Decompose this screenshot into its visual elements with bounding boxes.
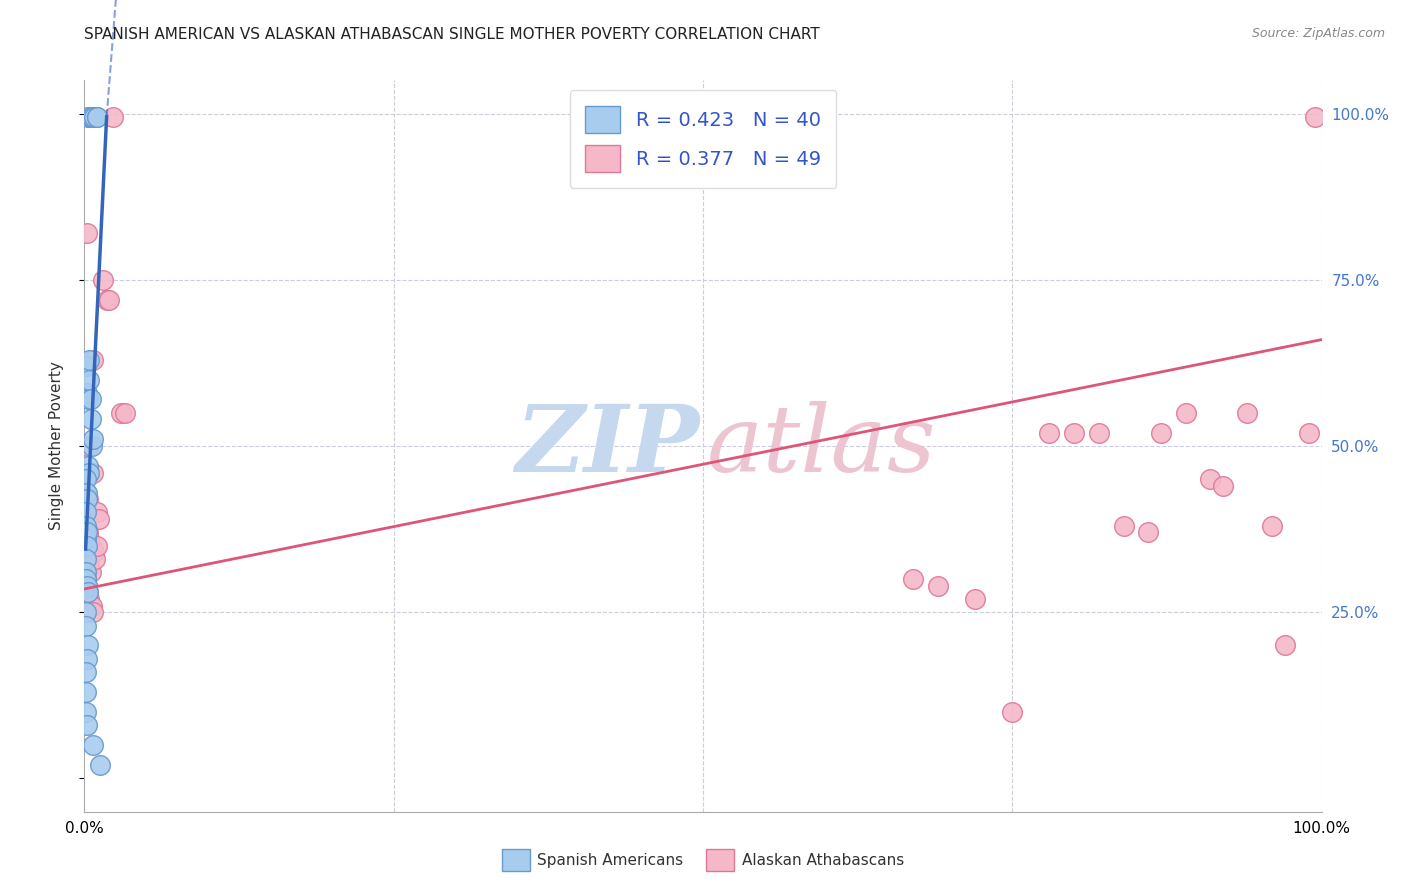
Point [1063,425,1085,440]
Point [1088,425,1111,440]
Point [76,539,98,553]
Point [77,525,100,540]
Point [79,110,101,124]
Legend: Spanish Americans, Alaskan Athabascans: Spanish Americans, Alaskan Athabascans [496,843,910,877]
Point [76,492,98,507]
Point [76,579,98,593]
Point [75,518,97,533]
Point [76,652,98,666]
Point [86,110,108,124]
Point [79,412,101,426]
Point [77,639,100,653]
Point [75,532,97,546]
Point [84,552,107,566]
Point [75,618,97,632]
Point [1199,472,1222,486]
Point [83,110,105,124]
Point [76,226,98,240]
Point [903,572,925,586]
Point [86,506,108,520]
Point [1038,425,1060,440]
Point [114,406,136,420]
Text: atlas: atlas [707,401,936,491]
Point [76,579,98,593]
Point [76,718,98,732]
Text: SPANISH AMERICAN VS ALASKAN ATHABASCAN SINGLE MOTHER POVERTY CORRELATION CHART: SPANISH AMERICAN VS ALASKAN ATHABASCAN S… [84,27,820,42]
Point [76,385,98,400]
Point [89,512,111,526]
Point [75,605,97,619]
Point [1174,406,1197,420]
Point [75,552,97,566]
Point [96,293,118,307]
Point [79,558,101,573]
Point [89,758,111,772]
Point [79,110,101,124]
Point [77,392,100,407]
Point [98,293,121,307]
Point [80,599,103,613]
Point [1274,639,1296,653]
Point [77,585,100,599]
Point [75,685,97,699]
Point [75,572,97,586]
Point [75,705,97,719]
Point [75,485,97,500]
Point [1236,406,1258,420]
Point [110,406,132,420]
Point [86,539,108,553]
Point [1298,425,1320,440]
Point [75,506,97,520]
Point [79,566,101,580]
Point [82,605,104,619]
Point [83,545,105,559]
Point [1212,479,1234,493]
Point [77,458,100,473]
Point [76,525,98,540]
Point [77,585,100,599]
Point [91,273,114,287]
Point [82,352,104,367]
Point [79,591,101,606]
Point [101,110,124,124]
Y-axis label: Single Mother Poverty: Single Mother Poverty [49,361,63,531]
Point [1112,518,1135,533]
Point [75,572,97,586]
Point [77,439,100,453]
Point [1261,518,1284,533]
Point [79,539,101,553]
Point [75,359,97,374]
Point [82,466,104,480]
Point [1305,110,1327,124]
Point [76,485,98,500]
Point [75,665,97,679]
Point [1137,525,1160,540]
Point [82,433,104,447]
Point [80,545,103,559]
Point [75,566,97,580]
Point [965,591,987,606]
Point [77,110,100,124]
Point [80,110,103,124]
Point [86,110,108,124]
Point [79,532,101,546]
Point [79,392,101,407]
Text: Source: ZipAtlas.com: Source: ZipAtlas.com [1251,27,1385,40]
Point [79,352,101,367]
Point [82,738,104,752]
Point [79,466,101,480]
Point [77,492,100,507]
Point [927,579,949,593]
Point [1001,705,1024,719]
Point [1150,425,1173,440]
Point [77,552,100,566]
Text: ZIP: ZIP [515,401,699,491]
Point [75,472,97,486]
Point [80,439,103,453]
Point [79,372,101,386]
